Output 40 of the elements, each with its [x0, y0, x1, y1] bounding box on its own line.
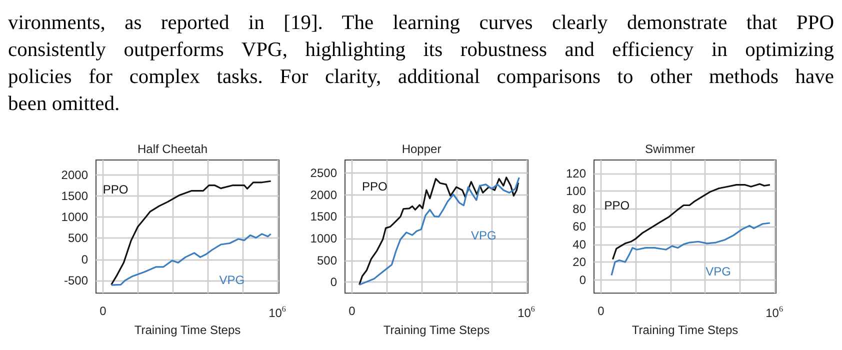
- y-tick-label: 500: [68, 231, 88, 246]
- y-tick-label: 2000: [61, 168, 88, 182]
- x-axis-title: Training Time Steps: [383, 323, 490, 337]
- y-tick-label: 0: [81, 252, 88, 266]
- chart-title: Hopper: [402, 142, 442, 156]
- line-series: [110, 233, 272, 286]
- y-tick-label: 120: [566, 166, 586, 180]
- x-tick-label: 0: [100, 304, 107, 318]
- line-series: [610, 222, 771, 276]
- y-tick-label: 500: [316, 253, 338, 268]
- y-tick-label: 1000: [61, 210, 88, 224]
- x-axis-title: Training Time Steps: [134, 323, 241, 337]
- y-tick-label: 0: [579, 272, 586, 287]
- x-tick-label: 0: [348, 304, 356, 318]
- text: vironments, as reported in [19]. The learning curves clearly demonstrate that PPO: [8, 11, 834, 36]
- text: PPO: [604, 198, 630, 212]
- y-tick-label: 1500: [310, 210, 338, 224]
- y-tick-label: -500: [64, 273, 88, 288]
- series-label: PPO: [362, 179, 388, 194]
- series-label: VPG: [706, 264, 732, 279]
- text: consistently outperforms VPG, highlighting its robustness and efficiency in optimizing: [8, 38, 834, 63]
- x-axis-title: Training Time Steps: [632, 323, 738, 337]
- y-tick-label: 80: [572, 202, 586, 216]
- y-tick-label: 20: [572, 255, 586, 270]
- y-tick-label: 1500: [61, 188, 88, 203]
- text: VPG: [471, 228, 496, 242]
- y-tick-label: 60: [572, 220, 586, 234]
- y-tick-label: 0: [330, 275, 338, 290]
- text: policies for complex tasks. For clarity, additional comparisons to other methods have: [8, 65, 834, 90]
- y-tick-label: 1000: [310, 232, 338, 246]
- text: PPO: [102, 182, 128, 197]
- y-tick-label: 2000: [310, 188, 338, 202]
- chart-title: Swimmer: [645, 142, 695, 156]
- series-label: VPG: [219, 273, 245, 287]
- y-tick-label: 40: [572, 237, 586, 252]
- chart-title: Half Cheetah: [137, 142, 208, 156]
- text: been omitted.: [8, 92, 121, 117]
- y-tick-label: 100: [566, 184, 586, 198]
- y-tick-label: 2500: [310, 166, 338, 180]
- x-tick-label: 0: [598, 304, 605, 318]
